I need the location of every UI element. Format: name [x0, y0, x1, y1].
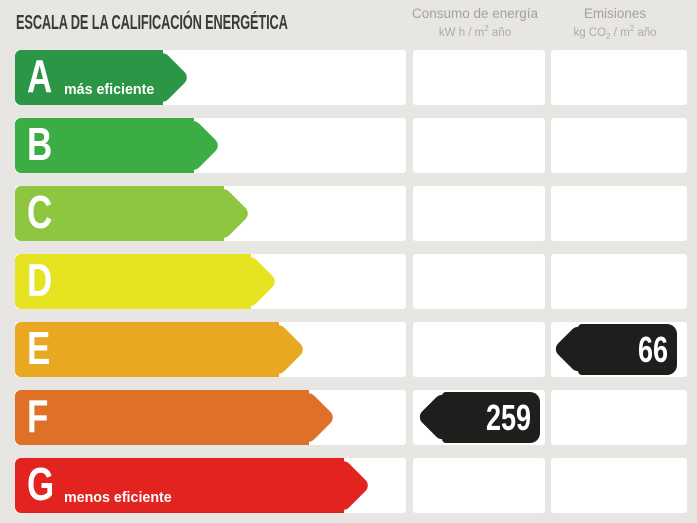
consumo-header-title: Consumo de energía: [411, 6, 539, 21]
rating-row-c: C: [0, 185, 697, 242]
rating-bar-e-body: [15, 322, 279, 377]
consumo-cell-f: 259: [413, 390, 545, 445]
consumo-header-unit: kW h / m2 año: [438, 24, 512, 39]
emisiones-cell-e: 66: [551, 322, 687, 377]
consumo-value-badge: 259: [416, 391, 540, 443]
consumo-value: 259: [485, 397, 531, 438]
rating-row-a: A más eficiente: [0, 49, 697, 106]
rating-bar-g-body: [15, 458, 344, 513]
consumo-cell-b: [413, 118, 545, 173]
rating-row-f: F 259: [0, 389, 697, 446]
page-title: ESCALA DE LA CALIFICACIÓN ENERGÉTICA: [16, 12, 288, 34]
consumo-cell-a: [413, 50, 545, 105]
consumo-cell-e: [413, 322, 545, 377]
emisiones-cell-d: [551, 254, 687, 309]
emisiones-cell-a: [551, 50, 687, 105]
consumo-cell-c: [413, 186, 545, 241]
rating-row-d: D: [0, 253, 697, 310]
rating-letter-f: F: [27, 390, 49, 442]
efficiency-label-less: menos eficiente: [64, 489, 172, 506]
emisiones-value-badge: 66: [552, 323, 677, 375]
emisiones-header-unit: kg CO2 / m2 año: [573, 24, 657, 42]
column-header-consumo: Consumo de energía kW h / m2 año: [409, 6, 541, 39]
consumo-cell-g: [413, 458, 545, 513]
emisiones-cell-c: [551, 186, 687, 241]
rating-letter-c: C: [27, 186, 53, 238]
rating-letter-b: B: [27, 118, 53, 170]
rating-bar-d-body: [15, 254, 251, 309]
emisiones-badge-body: 66: [578, 324, 677, 375]
emisiones-value: 66: [637, 329, 668, 370]
rating-letter-a: A: [27, 50, 53, 102]
rating-row-e: E 66: [0, 321, 697, 378]
rating-bar-f-body: [15, 390, 309, 445]
emisiones-header-title: Emisiones: [583, 6, 647, 21]
emisiones-cell-f: [551, 390, 687, 445]
rating-bar-c-body: [15, 186, 224, 241]
rating-letter-e: E: [27, 322, 51, 374]
consumo-cell-d: [413, 254, 545, 309]
rating-row-g: G menos eficiente: [0, 457, 697, 514]
rating-letter-g: G: [27, 458, 55, 510]
emisiones-cell-b: [551, 118, 687, 173]
efficiency-label-more: más eficiente: [64, 81, 155, 98]
rating-letter-d: D: [27, 254, 53, 306]
rating-bar-b-body: [15, 118, 194, 173]
consumo-badge-body: 259: [442, 392, 540, 443]
rating-row-b: B: [0, 117, 697, 174]
column-header-emisiones: Emisiones kg CO2 / m2 año: [547, 6, 683, 41]
emisiones-cell-g: [551, 458, 687, 513]
